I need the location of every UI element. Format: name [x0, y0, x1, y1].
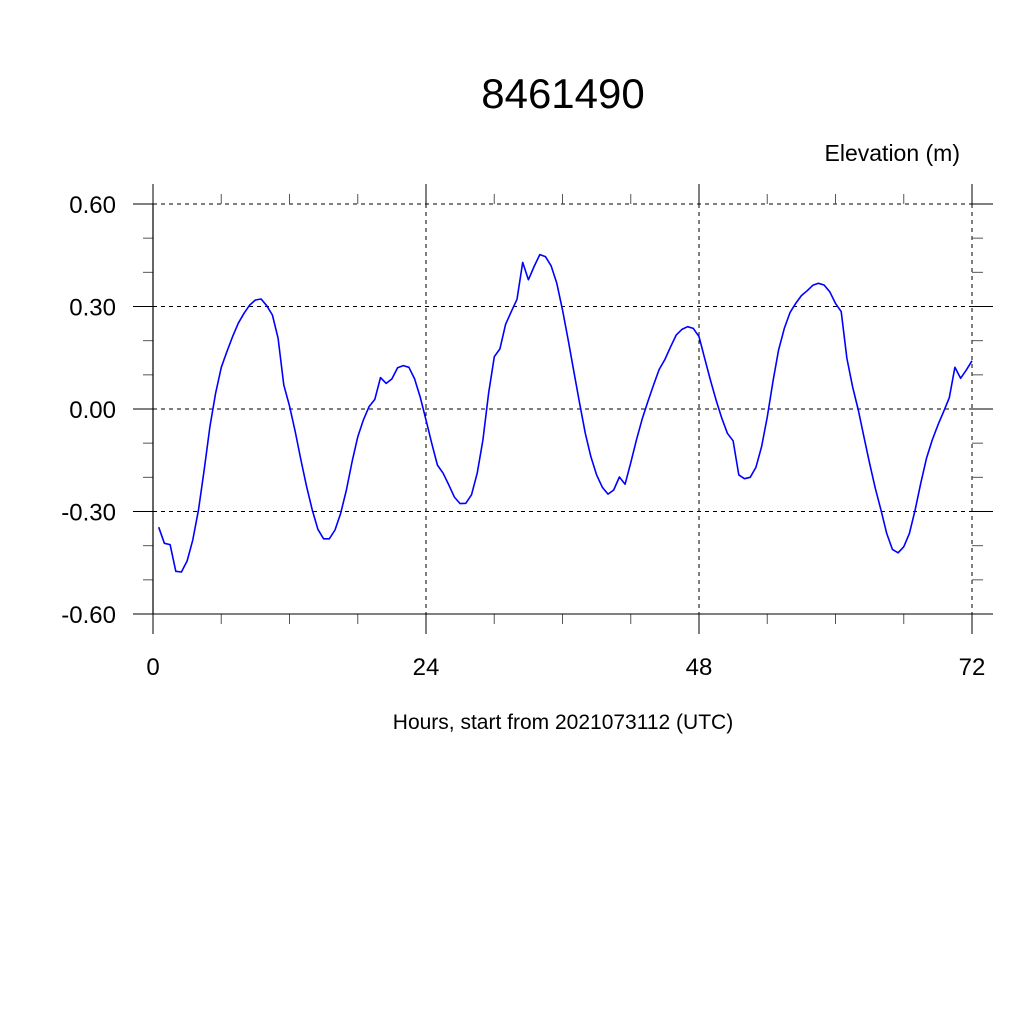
- x-axis-label: Hours, start from 2021073112 (UTC): [393, 711, 733, 734]
- y-tick-label: 0.00: [69, 397, 116, 424]
- x-tick-label: 72: [959, 654, 986, 681]
- x-tick-label: 48: [686, 654, 713, 681]
- x-tick-label: 0: [146, 654, 159, 681]
- x-tick-label: 24: [413, 654, 440, 681]
- y-tick-label: -0.60: [61, 602, 116, 629]
- y-tick-label: 0.60: [69, 192, 116, 219]
- y-tick-label: 0.30: [69, 295, 116, 322]
- grid: [152, 203, 973, 615]
- y-axis-label: Elevation (m): [825, 140, 960, 166]
- tick-labels: 0 24 48 72 0.60 0.30 0.00 -0.30 -0.60: [61, 192, 985, 681]
- plot-frame: [152, 204, 972, 615]
- y-tick-label: -0.30: [61, 500, 116, 527]
- series-line: [157, 253, 973, 573]
- chart-title: 8461490: [481, 70, 645, 117]
- series-group: [157, 253, 973, 573]
- ticks: [133, 184, 993, 634]
